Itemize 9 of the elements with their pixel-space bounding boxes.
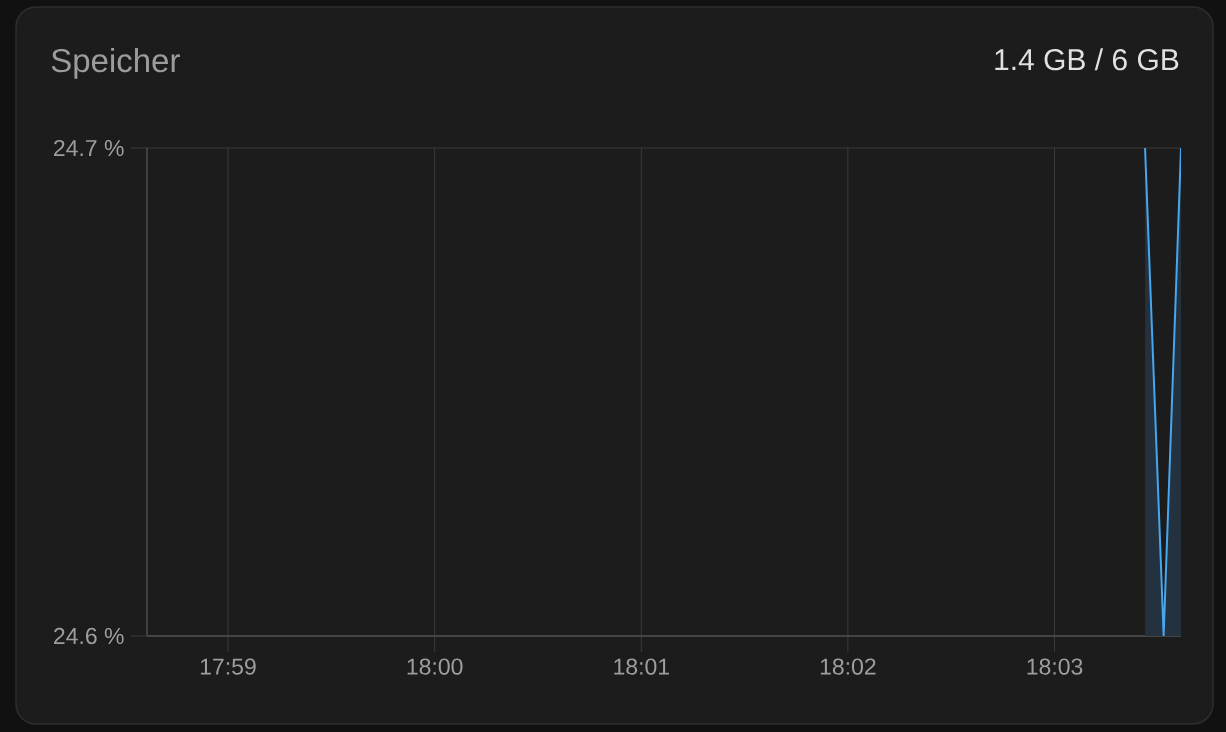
y-tick-label: 24.7 %: [54, 139, 124, 157]
x-tick-label: 18:01: [614, 658, 669, 675]
x-tick-label: 18:02: [820, 658, 876, 675]
x-tick-label: 17:59: [200, 658, 256, 675]
chart-subtitle: 1.4 GB / 6 GB: [995, 48, 1179, 71]
x-tick-label: 18:03: [1027, 658, 1083, 675]
x-tick-label: 18:00: [407, 658, 463, 675]
y-tick-label: 24.6 %: [54, 627, 124, 645]
chart-title: Speicher: [51, 48, 180, 79]
